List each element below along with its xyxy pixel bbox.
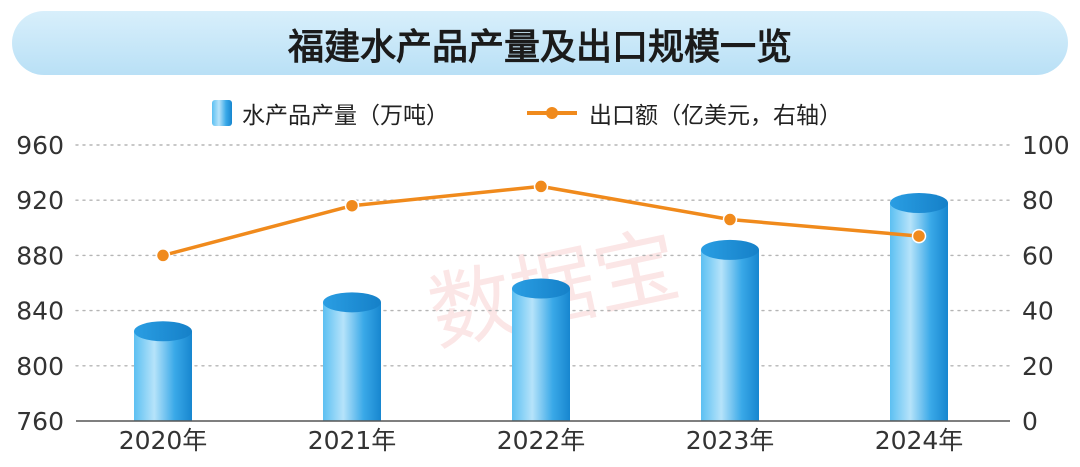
right-tick-label: 0	[1022, 407, 1038, 436]
right-tick-label: 80	[1022, 186, 1054, 215]
line-series	[155, 179, 927, 263]
bar	[890, 192, 948, 421]
bar-body	[134, 331, 192, 421]
title-band	[12, 11, 1068, 75]
left-axis-ticks: 760 800 840 880 920 960	[16, 131, 64, 436]
left-tick-label: 960	[16, 131, 64, 160]
line-point	[533, 179, 549, 194]
bar-body	[701, 249, 759, 421]
right-tick-label: 100	[1022, 131, 1070, 160]
bar-top	[890, 192, 948, 213]
right-tick-label: 60	[1022, 241, 1054, 270]
bar-series	[134, 192, 948, 421]
chart-title: 福建水产品产量及出口规模一览	[287, 27, 792, 68]
right-tick-label: 20	[1022, 352, 1054, 381]
left-tick-label: 880	[16, 241, 64, 270]
left-tick-label: 760	[16, 407, 64, 436]
legend-line-label: 出口额（亿美元，右轴）	[589, 103, 842, 129]
bar-top	[134, 321, 192, 342]
x-tick-label: 2022年	[497, 426, 586, 455]
x-tick-label: 2021年	[308, 426, 397, 455]
line-point	[911, 228, 927, 244]
bar-body	[323, 302, 381, 421]
legend-bar-label: 水产品产量（万吨）	[242, 103, 449, 129]
left-tick-label: 840	[16, 297, 64, 326]
bar	[512, 278, 570, 421]
grid-lines	[75, 144, 1011, 367]
right-axis-ticks: 0 20 40 60 80 100	[1022, 131, 1070, 436]
bar-top	[512, 278, 570, 299]
line-point	[344, 198, 360, 213]
line-point	[722, 212, 738, 227]
x-tick-label: 2020年	[119, 426, 208, 455]
bar-body	[512, 288, 570, 421]
bar-top	[701, 239, 759, 260]
left-tick-label: 800	[16, 352, 64, 381]
bar-body	[890, 202, 948, 421]
line-point	[155, 248, 171, 263]
bar	[701, 239, 759, 421]
legend-line-marker	[546, 107, 558, 119]
bar-top	[323, 292, 381, 313]
right-tick-label: 40	[1022, 297, 1054, 326]
legend: 水产品产量（万吨） 出口额（亿美元，右轴）	[212, 100, 842, 129]
bar	[323, 292, 381, 421]
bar	[134, 321, 192, 421]
x-axis-labels: 2020年 2021年 2022年 2023年 2024年	[119, 426, 964, 455]
legend-bar-swatch	[212, 100, 232, 126]
left-tick-label: 920	[16, 186, 64, 215]
x-tick-label: 2024年	[875, 426, 964, 455]
x-tick-label: 2023年	[686, 426, 775, 455]
